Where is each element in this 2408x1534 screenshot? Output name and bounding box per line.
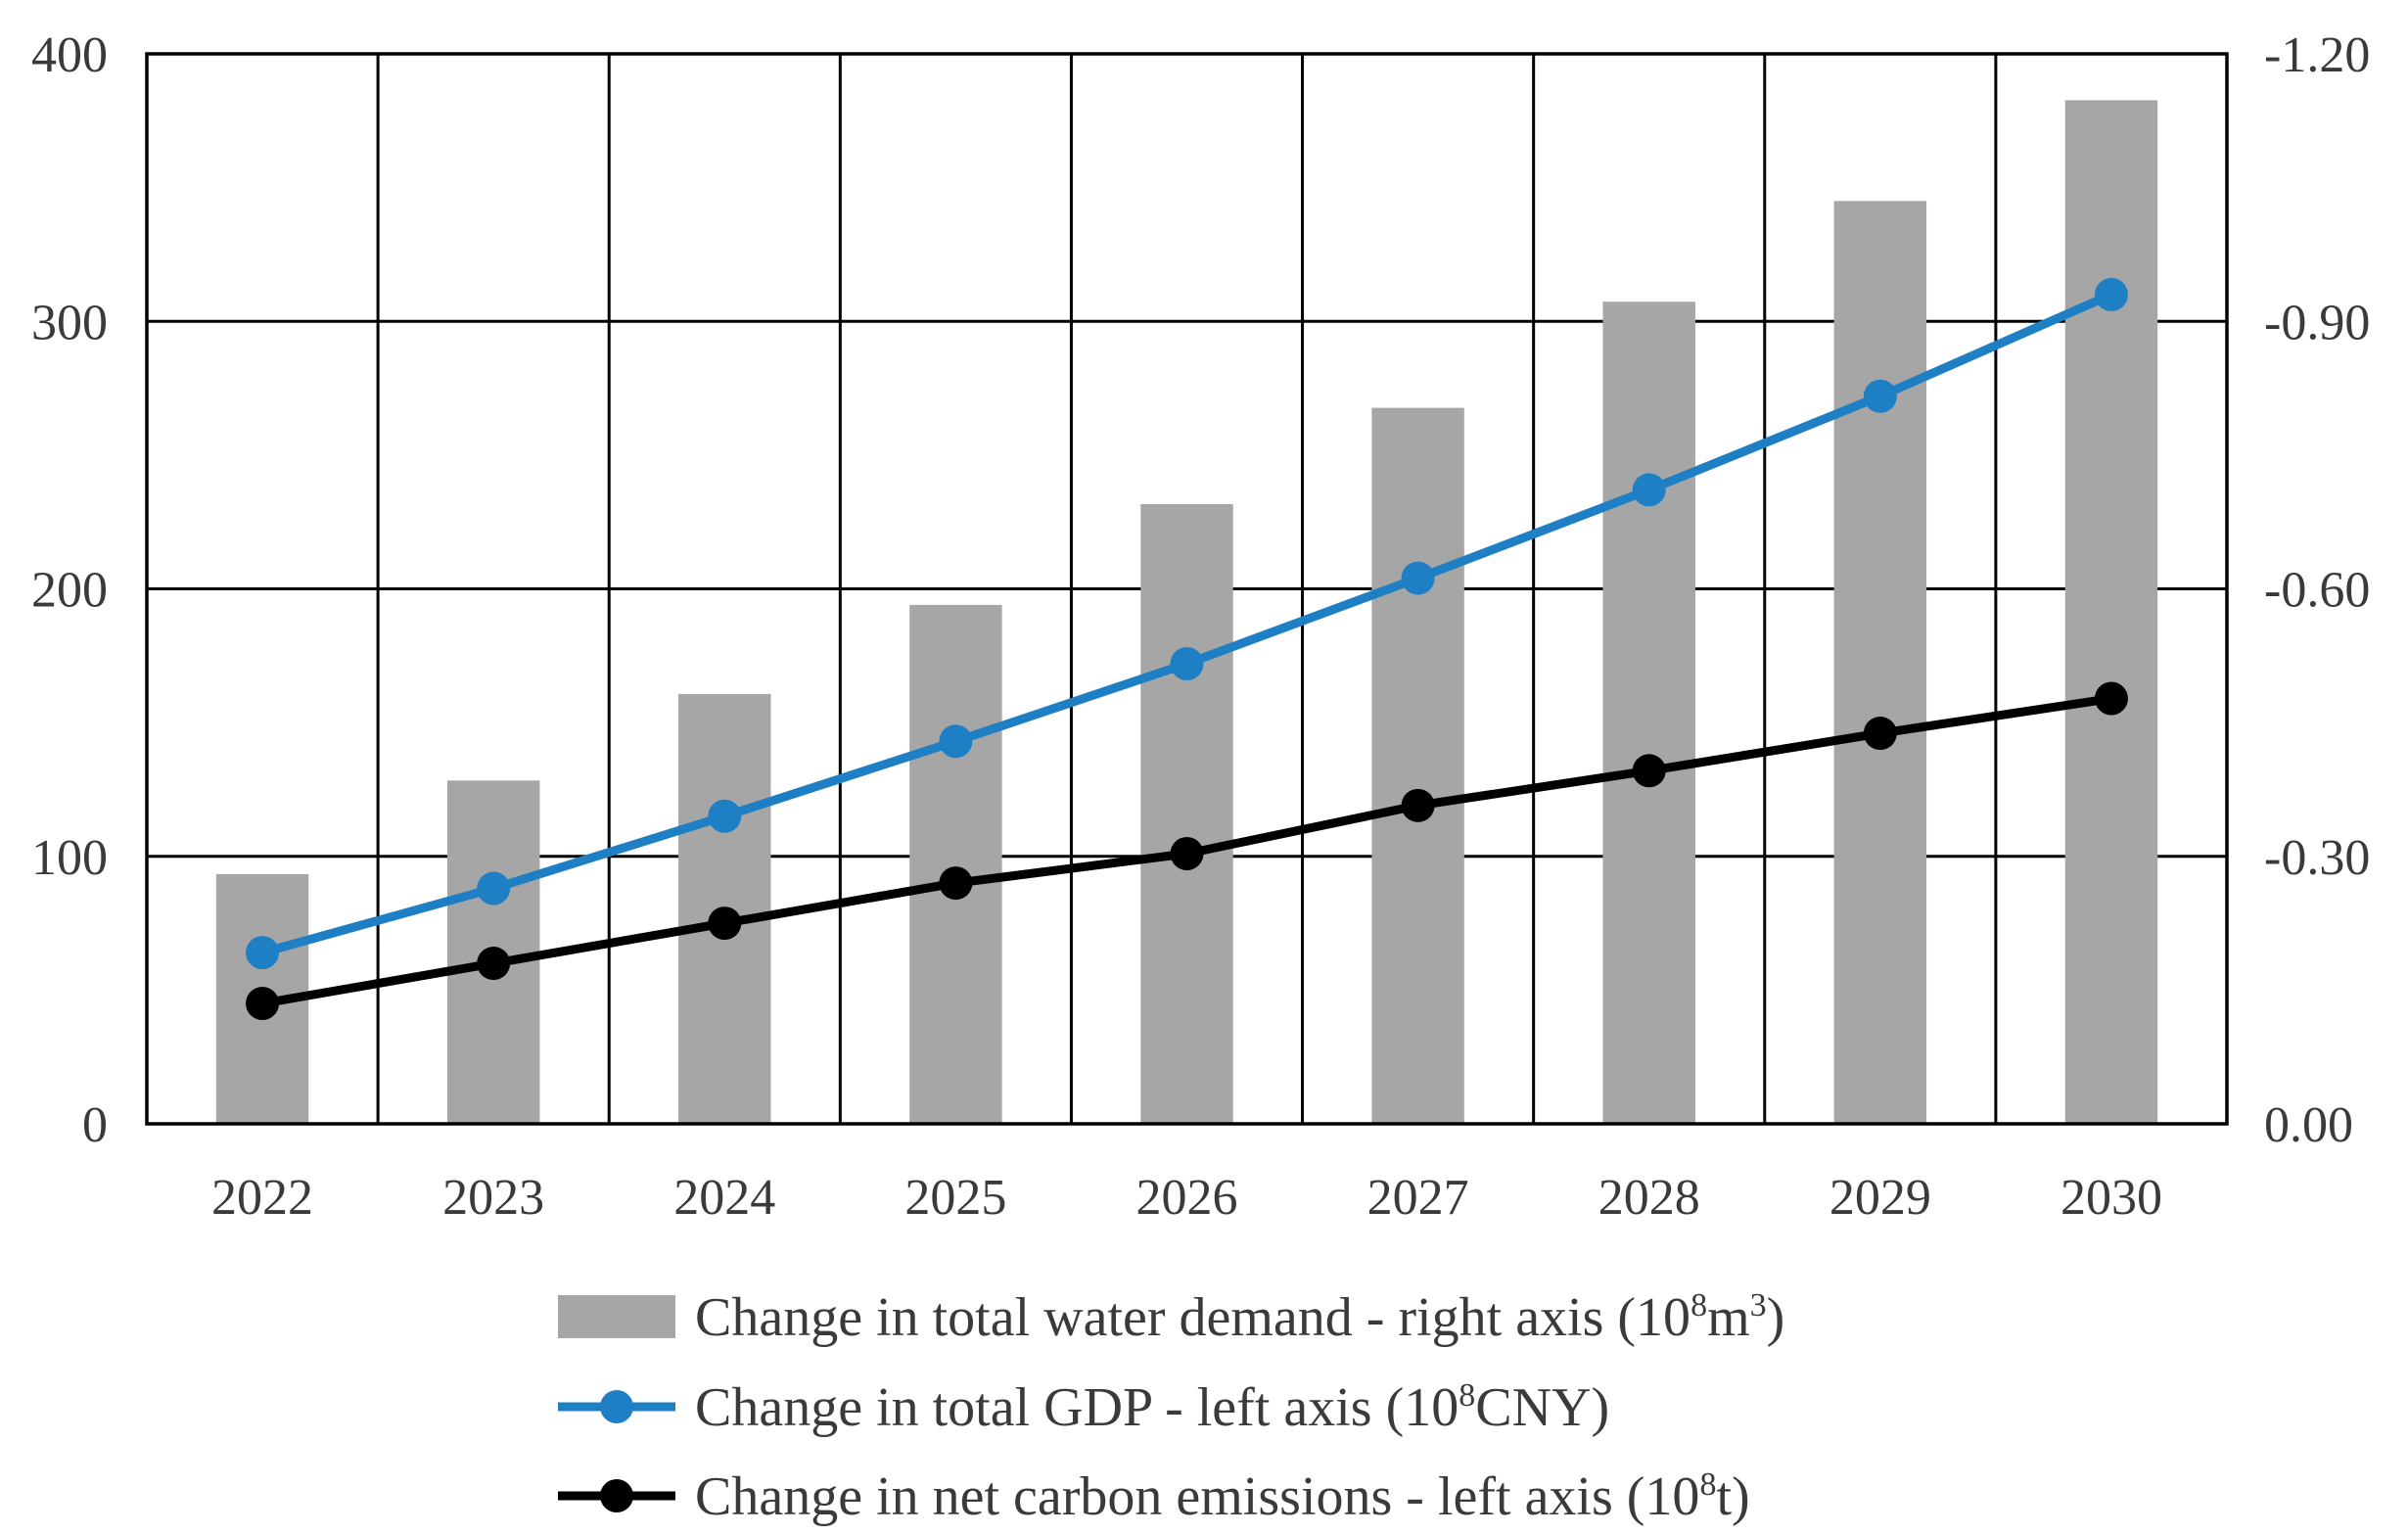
- y-tick-label-left: 400: [31, 27, 108, 83]
- bar-water-demand-2028: [1602, 302, 1695, 1124]
- bar-water-demand-2027: [1371, 407, 1464, 1124]
- plot-frame: [145, 52, 2229, 1126]
- point-carbon-2022: [246, 987, 280, 1021]
- bar-water-demand-2030: [2064, 100, 2158, 1125]
- x-tick-label: 2024: [673, 1170, 775, 1226]
- y-tick-label-left: 200: [31, 563, 108, 619]
- point-gdp-2028: [1632, 473, 1666, 507]
- point-carbon-2028: [1632, 754, 1666, 788]
- legend-symbol-marker: [600, 1390, 633, 1423]
- point-gdp-2022: [246, 936, 280, 970]
- y-tick-label-right: 0.00: [2264, 1097, 2353, 1153]
- legend-label: Change in net carbon emissions - left ax…: [695, 1466, 1750, 1527]
- plot-border: [145, 52, 2229, 1126]
- x-tick-label: 2029: [1829, 1170, 1931, 1226]
- legend-symbol-water-demand: [558, 1295, 675, 1338]
- point-carbon-2024: [708, 906, 742, 941]
- point-gdp-2027: [1401, 561, 1435, 595]
- point-carbon-2025: [939, 866, 973, 901]
- y-tick-label-right: -0.60: [2264, 563, 2370, 619]
- bar-water-demand-2029: [1833, 201, 1927, 1125]
- line-series: [246, 277, 2128, 1021]
- point-gdp-2030: [2094, 277, 2128, 311]
- legend-label: Change in total water demand - right axi…: [695, 1287, 1784, 1348]
- y-tick-label-right: -1.20: [2264, 27, 2370, 83]
- bar-water-demand-2026: [1140, 503, 1233, 1124]
- point-gdp-2029: [1863, 379, 1897, 413]
- point-gdp-2026: [1170, 647, 1204, 681]
- y-tick-label-left: 300: [31, 295, 108, 350]
- x-tick-label: 2023: [442, 1170, 544, 1226]
- x-tick-label: 2030: [2061, 1170, 2162, 1226]
- point-carbon-2023: [477, 947, 511, 981]
- x-tick-label: 2028: [1598, 1170, 1700, 1226]
- right-axis-ticks: 0.00 -0.30 -0.60 -0.90 -1.20: [2264, 27, 2370, 1153]
- legend-symbol-marker: [600, 1479, 633, 1512]
- point-carbon-2026: [1170, 837, 1204, 871]
- x-axis-ticks: 2022 2023 2024 2025 2026 2027 2028 2029 2030: [211, 1170, 2162, 1226]
- x-tick-label: 2026: [1136, 1170, 1238, 1226]
- point-carbon-2027: [1401, 788, 1435, 822]
- point-gdp-2024: [708, 799, 742, 833]
- y-tick-label-left: 0: [82, 1097, 108, 1153]
- x-tick-label: 2025: [904, 1170, 1006, 1226]
- y-tick-label-right: -0.30: [2264, 830, 2370, 886]
- point-carbon-2029: [1863, 717, 1897, 751]
- left-axis-ticks: 0 100 200 300 400: [31, 27, 108, 1153]
- x-tick-label: 2022: [211, 1170, 313, 1226]
- point-gdp-2025: [939, 724, 973, 759]
- point-carbon-2030: [2094, 681, 2128, 716]
- y-tick-label-left: 100: [31, 830, 108, 886]
- point-gdp-2023: [477, 871, 511, 906]
- legend-label: Change in total GDP - left axis (108CNY): [695, 1377, 1609, 1438]
- bar-water-demand-2025: [909, 604, 1002, 1124]
- legend: Change in total water demand - right axi…: [558, 1287, 1784, 1527]
- x-tick-label: 2027: [1367, 1170, 1469, 1226]
- y-tick-label-right: -0.90: [2264, 295, 2370, 350]
